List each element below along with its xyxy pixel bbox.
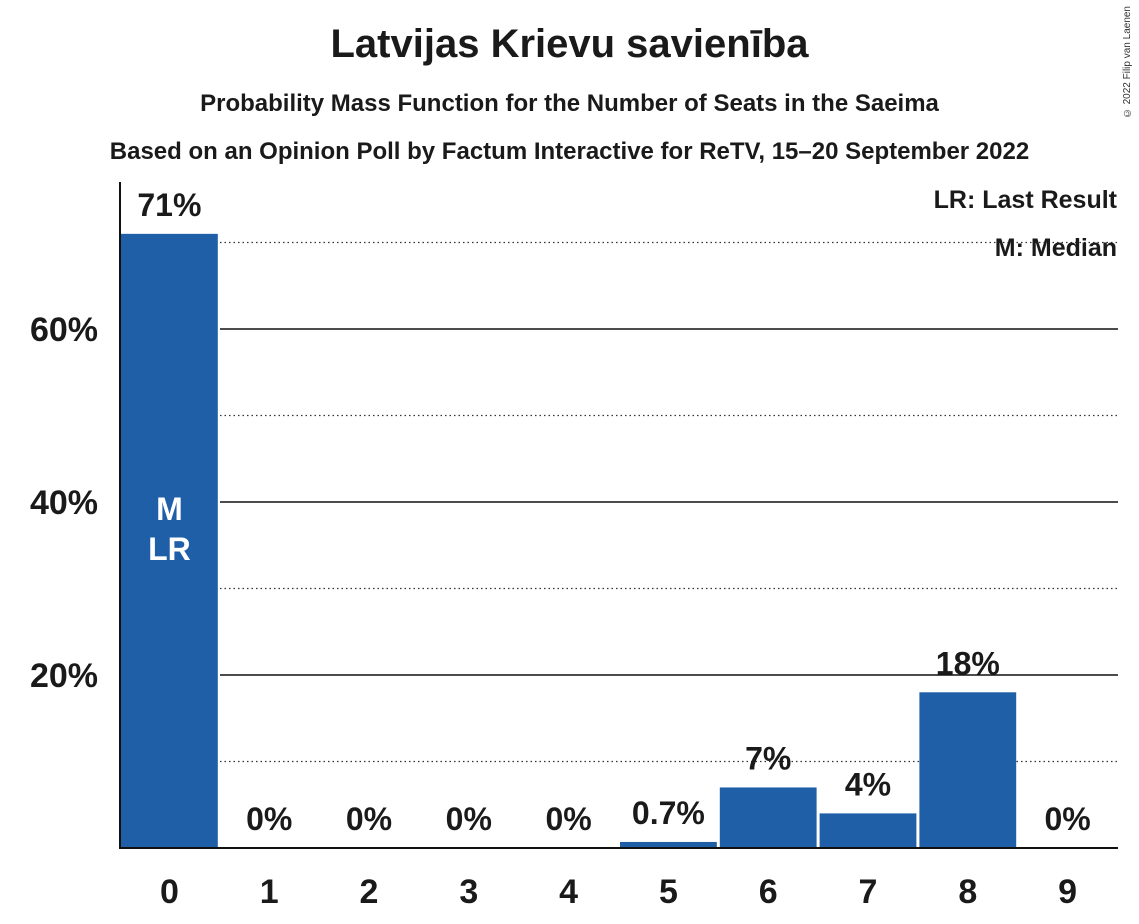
y-tick-label: 20% — [30, 657, 98, 695]
data-label: 18% — [936, 645, 1000, 681]
x-tick-label: 6 — [759, 873, 778, 911]
bar — [719, 787, 817, 848]
x-tick-label: 4 — [559, 873, 578, 911]
x-tick-label: 7 — [859, 873, 878, 911]
data-label: 0% — [545, 801, 591, 837]
x-tick-label: 3 — [459, 873, 478, 911]
chart-title: Latvijas Krievu savienība — [330, 22, 809, 66]
bar-annotation: LR — [148, 531, 191, 567]
y-tick-label: 40% — [30, 484, 98, 522]
data-label: 7% — [745, 740, 791, 776]
bar-annotation: M — [156, 491, 183, 527]
bar — [919, 692, 1017, 848]
x-tick-label: 9 — [1058, 873, 1077, 911]
x-tick-label: 5 — [659, 873, 678, 911]
y-tick-label: 60% — [30, 311, 98, 349]
data-label: 0.7% — [632, 795, 705, 831]
x-tick-label: 2 — [360, 873, 379, 911]
legend-last-result: LR: Last Result — [933, 186, 1117, 214]
x-tick-label: 0 — [160, 873, 179, 911]
data-label: 71% — [137, 187, 201, 223]
bar — [620, 841, 717, 848]
data-label: 4% — [845, 766, 891, 802]
bar — [819, 813, 917, 848]
data-label: 0% — [246, 801, 292, 837]
data-label: 0% — [1044, 801, 1090, 837]
bar — [121, 233, 218, 849]
chart-subtitle: Probability Mass Function for the Number… — [200, 90, 939, 117]
data-label: 0% — [446, 801, 492, 837]
x-tick-label: 8 — [958, 873, 977, 911]
legend-median: M: Median — [994, 234, 1117, 262]
chart-subtitle-poll: Based on an Opinion Poll by Factum Inter… — [109, 138, 1030, 165]
data-label: 0% — [346, 801, 392, 837]
x-tick-label: 1 — [260, 873, 279, 911]
